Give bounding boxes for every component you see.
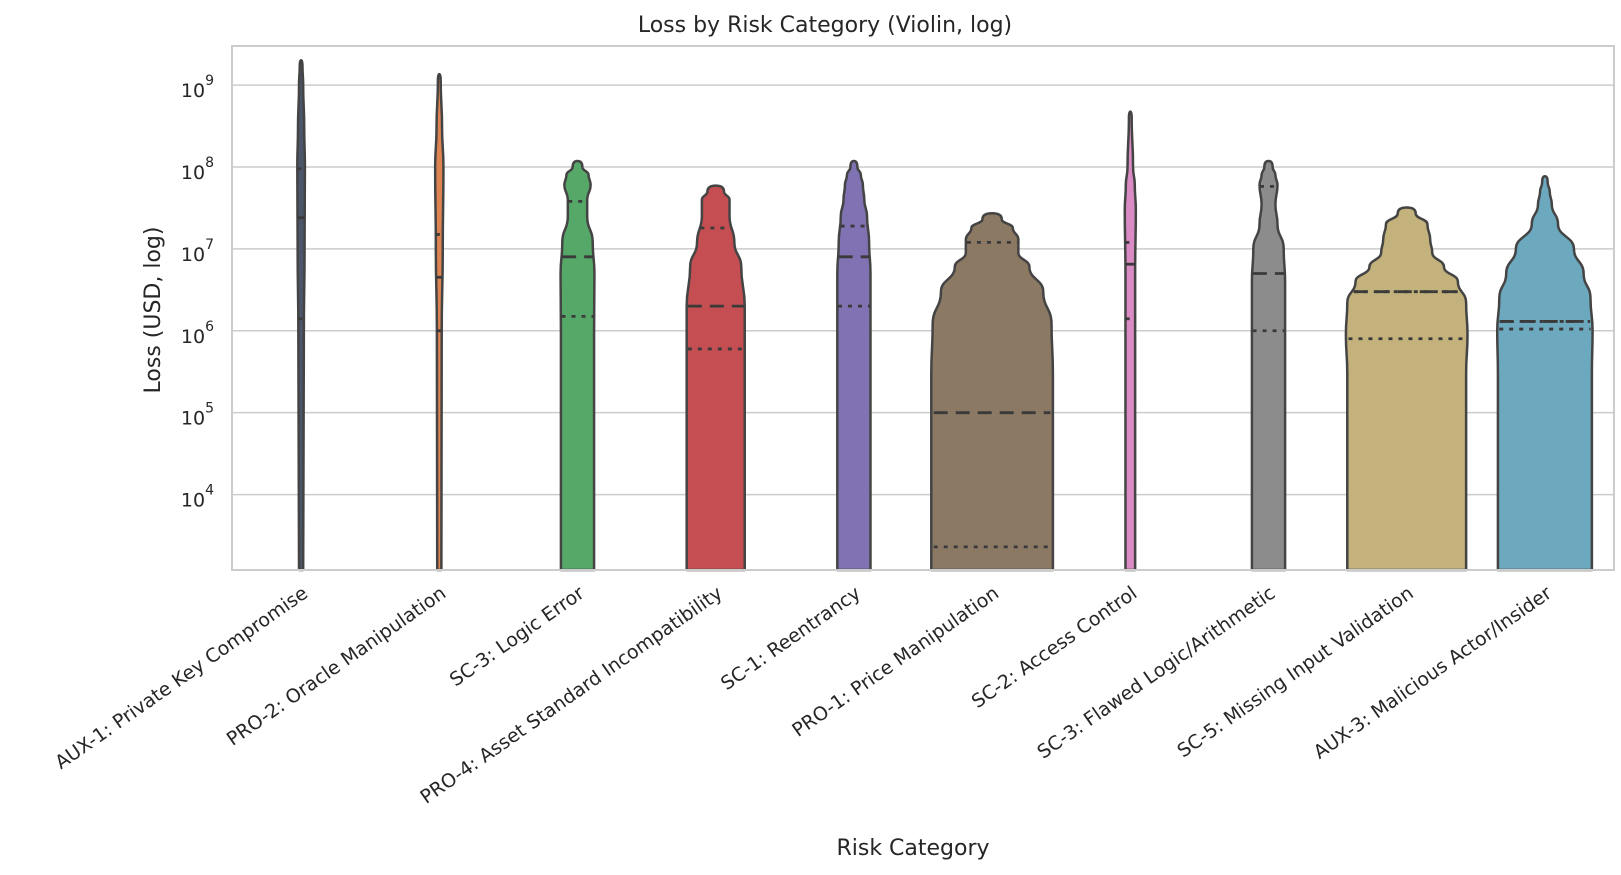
x-axis-label: Risk Category xyxy=(836,836,989,861)
x-tick-label: SC-3: Flawed Logic/Arithmetic xyxy=(1033,582,1279,763)
y-tick-base: 10 xyxy=(181,162,205,184)
y-tick-base: 10 xyxy=(181,80,205,102)
y-tick-label: 104 xyxy=(181,483,214,512)
plot-frame xyxy=(231,45,1615,571)
y-tick-label: 105 xyxy=(181,401,214,430)
y-tick-exp: 7 xyxy=(205,237,214,253)
y-tick-exp: 9 xyxy=(205,73,214,89)
y-tick-exp: 6 xyxy=(205,319,214,335)
violin-8 xyxy=(1250,159,1287,572)
violin-6 xyxy=(930,212,1055,572)
x-tick-label: PRO-4: Asset Standard Incompatibility xyxy=(416,582,726,808)
x-tick-label: SC-3: Logic Error xyxy=(446,582,589,691)
y-tick-exp: 5 xyxy=(205,401,214,417)
chart-title: Loss by Risk Category (Violin, log) xyxy=(638,13,1012,38)
x-tick-label: PRO-2: Oracle Manipulation xyxy=(223,582,450,750)
violin-2 xyxy=(433,72,445,572)
x-tick-label: AUX-3: Malicious Actor/Insider xyxy=(1310,582,1556,764)
violins xyxy=(296,58,1594,572)
y-tick-base: 10 xyxy=(181,408,205,430)
violin-4 xyxy=(685,184,746,572)
violin-5 xyxy=(836,159,872,572)
y-tick-base: 10 xyxy=(181,326,205,348)
violin-3 xyxy=(559,159,596,572)
x-tick-label: SC-5: Missing Input Validation xyxy=(1173,582,1417,762)
x-tick-label: AUX-1: Private Key Compromise xyxy=(51,582,312,774)
y-tick-label: 108 xyxy=(181,155,214,184)
y-tick-label: 107 xyxy=(181,237,214,266)
violin-10 xyxy=(1495,175,1594,572)
violin-9 xyxy=(1344,206,1469,572)
y-tick-exp: 4 xyxy=(205,483,214,499)
y-tick-exp: 8 xyxy=(205,155,214,171)
y-axis-label: Loss (USD, log) xyxy=(141,227,166,394)
violin-1 xyxy=(296,58,307,572)
y-tick-base: 10 xyxy=(181,490,205,512)
y-tick-label: 109 xyxy=(181,73,214,102)
violin-7 xyxy=(1123,110,1138,572)
x-tick-label: SC-1: Reentrancy xyxy=(717,582,865,695)
y-tick-base: 10 xyxy=(181,244,205,266)
y-tick-label: 106 xyxy=(181,319,214,348)
